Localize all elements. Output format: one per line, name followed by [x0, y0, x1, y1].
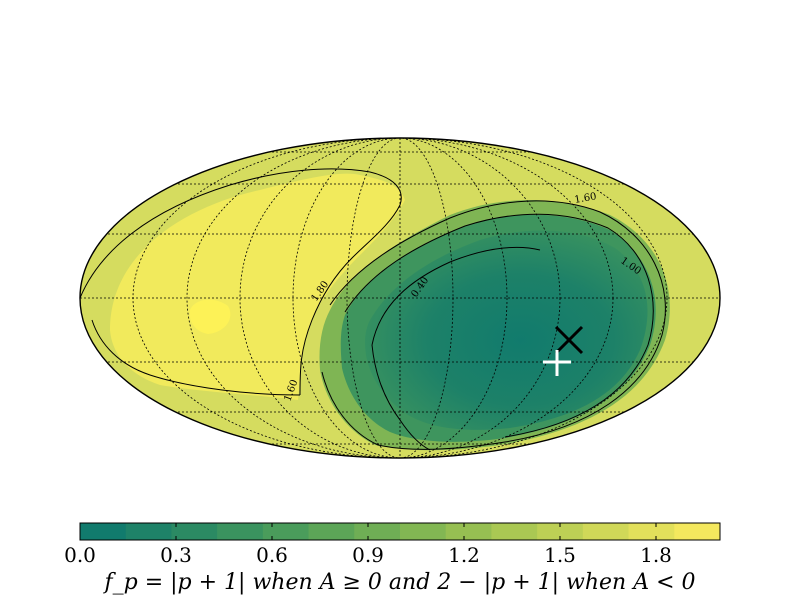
colorbar-tick-label-6: 1.8	[640, 543, 672, 567]
colorbar-tick-label-3: 0.9	[352, 543, 384, 567]
colorbar-caption: f_p = |p + 1| when A ≥ 0 and 2 − |p + 1|…	[102, 570, 695, 595]
colorbar-swatch-12	[628, 523, 675, 540]
sky-map: 1.60 1.00 1.80 0.40 1.60	[79, 137, 721, 459]
plus-marker	[543, 350, 571, 376]
high-value-region	[110, 173, 405, 400]
colorbar-swatch-3	[217, 523, 264, 540]
colorbar-swatch-2	[171, 523, 218, 540]
colorbar-swatch-7	[400, 523, 447, 540]
colorbar-swatch-4	[262, 523, 310, 540]
peak-region	[189, 299, 231, 334]
colorbar-ticks: 0.0 0.3 0.6 0.9 1.2 1.5 1.8	[64, 523, 672, 567]
contour-1.60-edge	[321, 200, 666, 450]
colorbar-swatch-13	[674, 523, 721, 540]
colorbar-tick-label-5: 1.5	[544, 543, 576, 567]
parallels	[80, 151, 720, 445]
colorbar-swatch-5	[308, 523, 355, 540]
colorbar-tick-label-0: 0.0	[64, 543, 96, 567]
colorbar-tick-label-4: 1.2	[448, 543, 480, 567]
minimum-region	[365, 230, 648, 430]
colorbar-swatch-8	[445, 523, 492, 540]
colorbar-swatch-10	[537, 523, 584, 540]
colorbar-swatch-11	[582, 523, 630, 540]
colorbar-tick-label-2: 0.6	[256, 543, 288, 567]
colorbar-tick-label-1: 0.3	[160, 543, 192, 567]
contour-1.80	[80, 168, 402, 396]
map-outline	[79, 137, 721, 459]
colorbar: 0.0 0.3 0.6 0.9 1.2 1.5 1.8 f_p = |p + 1| when…	[64, 522, 721, 595]
colorbar-swatch-9	[491, 523, 538, 540]
contour-1.60-left	[91, 319, 301, 396]
colorbar-swatch-6	[354, 523, 401, 540]
colorbar-frame	[79, 522, 721, 541]
colorbar-swatch-0	[80, 523, 127, 540]
colorbar-swatch-1	[125, 523, 172, 540]
x-marker	[554, 325, 584, 355]
contour-label-1: 1.60	[574, 191, 598, 206]
contour-1.00	[344, 213, 654, 438]
colorbar-swatches	[80, 523, 721, 540]
